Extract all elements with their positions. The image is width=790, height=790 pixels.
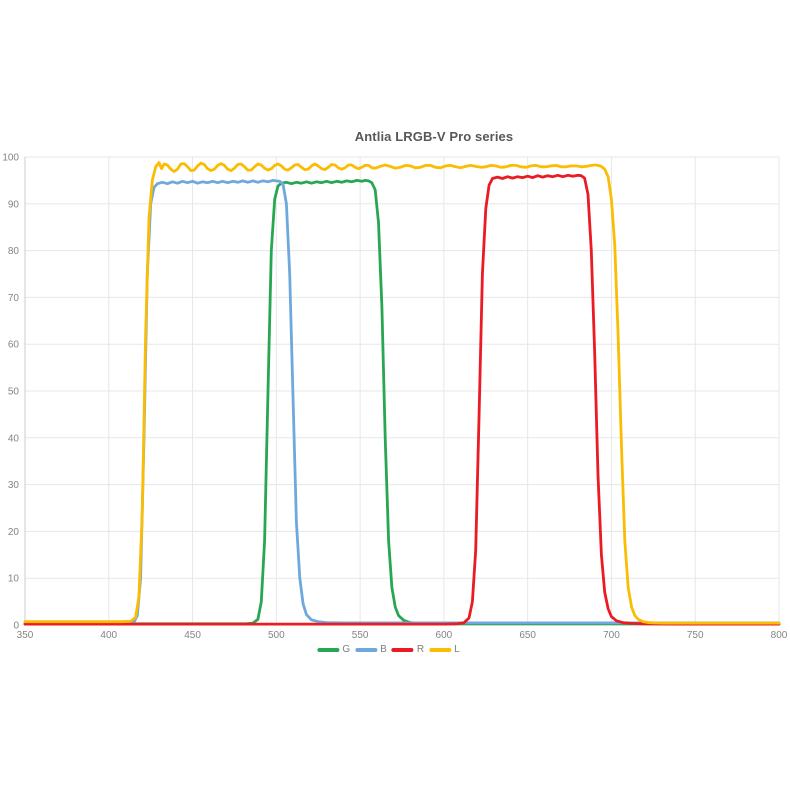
y-tick-label: 30 — [8, 480, 20, 491]
legend-item-B: B — [355, 644, 387, 655]
series-line-L — [23, 161, 781, 625]
x-tick-label: 750 — [687, 630, 704, 641]
y-tick-label: 70 — [8, 293, 20, 304]
y-tick-label: 20 — [8, 527, 20, 538]
legend-label-R: R — [416, 644, 425, 655]
y-tick-label: 60 — [8, 340, 20, 351]
x-tick-label: 450 — [184, 630, 201, 641]
x-tick-label: 600 — [436, 630, 453, 641]
x-tick-label: 550 — [352, 630, 369, 641]
legend-item-G: G — [317, 644, 350, 655]
x-tick-label: 400 — [100, 630, 117, 641]
legend-item-L: L — [429, 644, 460, 655]
series-line-G — [23, 178, 781, 626]
chart-title: Antlia LRGB-V Pro series — [354, 129, 514, 144]
legend-swatch-R — [391, 647, 414, 652]
legend-swatch-B — [355, 647, 378, 652]
x-tick-label: 500 — [268, 630, 285, 641]
legend-swatch-L — [429, 647, 452, 652]
series-line-R — [23, 173, 781, 626]
y-tick-label: 0 — [13, 621, 19, 632]
y-tick-label: 40 — [8, 433, 20, 444]
x-tick-label: 800 — [771, 630, 788, 641]
x-tick-label: 700 — [603, 630, 620, 641]
legend-item-R: R — [391, 644, 425, 655]
legend-label-G: G — [342, 644, 351, 655]
y-tick-label: 100 — [2, 153, 19, 164]
series-line-B — [23, 178, 781, 625]
y-tick-label: 10 — [8, 574, 20, 585]
y-tick-label: 50 — [8, 387, 20, 398]
x-tick-label: 650 — [519, 630, 536, 641]
legend-label-B: B — [380, 644, 387, 655]
legend-label-L: L — [454, 644, 460, 655]
y-tick-label: 80 — [8, 246, 20, 257]
legend-swatch-G — [317, 647, 340, 652]
y-tick-label: 90 — [8, 199, 20, 210]
x-tick-label: 350 — [17, 630, 34, 641]
